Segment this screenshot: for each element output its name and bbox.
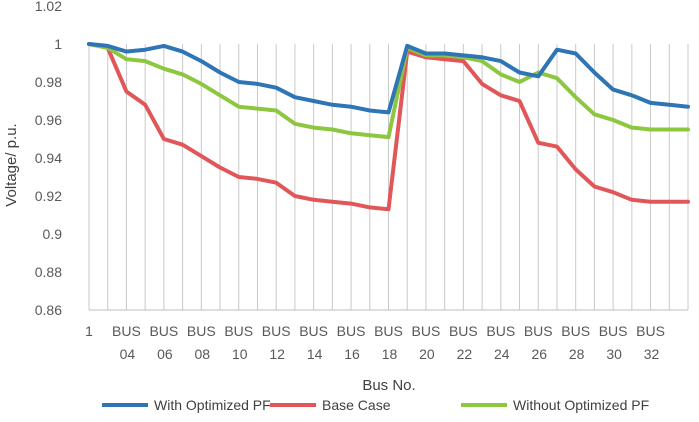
x-tick-label: BUS (299, 323, 328, 339)
x-tick-label-line2: 24 (494, 346, 510, 362)
x-tick-label-line2: 06 (157, 346, 173, 362)
x-tick-label-line2: 26 (531, 346, 547, 362)
x-axis-ticks: 1 BUS 04 BUS 06 BUS 08 BUS 10 BUS 12 BUS 14 BUS 16 BUS 1… (85, 323, 665, 362)
y-tick-label: 0.9 (43, 226, 63, 242)
legend-label: Without Optimized PF (513, 397, 649, 413)
x-tick-label: BUS (337, 323, 366, 339)
y-axis-ticks: 0.86 0.88 0.9 0.92 0.94 0.96 0.98 1 1.02 (35, 0, 62, 318)
y-tick-label: 0.92 (35, 188, 62, 204)
x-tick-label: BUS (449, 323, 478, 339)
y-tick-label: 0.88 (35, 264, 62, 280)
x-tick-label: BUS (636, 323, 665, 339)
x-tick-label-line2: 28 (569, 346, 585, 362)
legend-item: Base Case (270, 397, 391, 413)
legend-item: With Optimized PF (102, 397, 271, 413)
x-tick-label-line2: 20 (419, 346, 435, 362)
legend-label: Base Case (322, 397, 391, 413)
x-tick-label-line2: 16 (344, 346, 360, 362)
x-tick-label-line2: 22 (457, 346, 473, 362)
y-tick-label: 0.98 (35, 74, 62, 90)
y-tick-label: 0.96 (35, 112, 62, 128)
x-tick-label-line2: 12 (269, 346, 285, 362)
x-tick-label: BUS (224, 323, 253, 339)
x-tick-label-line2: 30 (606, 346, 622, 362)
x-tick-label: BUS (374, 323, 403, 339)
x-tick-label: BUS (412, 323, 441, 339)
x-tick-label-line2: 08 (195, 346, 211, 362)
series-line-base-case (87, 42, 690, 212)
series-line-with-optimized-pf (87, 42, 690, 115)
x-tick-label-line2: 14 (307, 346, 323, 362)
y-tick-label: 0.86 (35, 302, 62, 318)
x-tick-label-line2: 32 (644, 346, 660, 362)
legend-item: Without Optimized PF (461, 397, 649, 413)
plot-series (87, 42, 690, 212)
x-tick-label-line2: 04 (120, 346, 136, 362)
x-tick-label-line2: 10 (232, 346, 248, 362)
x-tick-label: 1 (85, 323, 93, 339)
x-tick-label: BUS (262, 323, 291, 339)
legend-label: With Optimized PF (154, 397, 271, 413)
x-tick-label: BUS (112, 323, 141, 339)
x-tick-label-line2: 18 (382, 346, 398, 362)
x-axis-title: Bus No. (362, 377, 415, 394)
x-tick-label: BUS (561, 323, 590, 339)
gridlines (88, 44, 689, 311)
x-tick-label: BUS (149, 323, 178, 339)
x-tick-label: BUS (524, 323, 553, 339)
y-tick-label: 1.02 (35, 0, 62, 14)
y-axis-title: Voltage/ p.u. (3, 123, 20, 206)
x-tick-label: BUS (486, 323, 515, 339)
y-tick-label: 0.94 (35, 150, 62, 166)
legend: With Optimized PF Base Case Without Optimi… (102, 397, 649, 413)
x-tick-label: BUS (599, 323, 628, 339)
series-line-without-optimized-pf (87, 42, 690, 140)
x-tick-label: BUS (187, 323, 216, 339)
y-tick-label: 1 (54, 36, 62, 52)
